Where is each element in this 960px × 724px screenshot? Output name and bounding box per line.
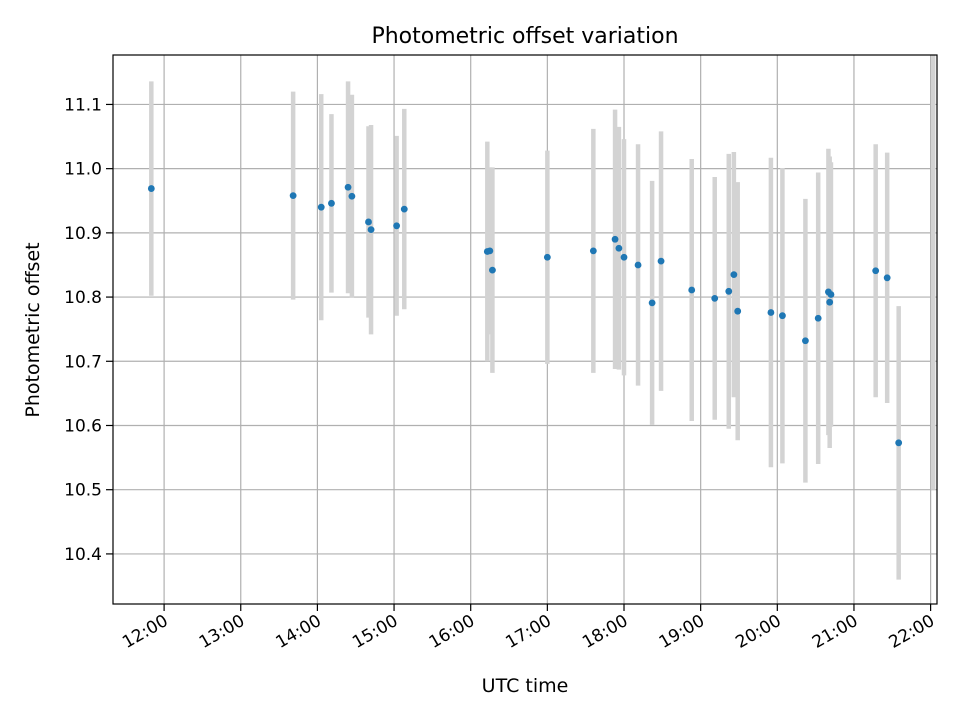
y-tick-label: 10.6 xyxy=(64,416,102,436)
data-point xyxy=(872,267,880,275)
data-point xyxy=(486,247,494,255)
data-point xyxy=(611,235,619,243)
data-point xyxy=(895,439,903,447)
y-tick-layer: 10.4 10.5 10.6 10.7 10.8 10.9 11.0 11.1 xyxy=(64,95,113,565)
data-point xyxy=(289,192,297,200)
data-point xyxy=(393,222,401,230)
y-tick-label: 11.1 xyxy=(64,95,102,115)
data-point xyxy=(688,286,696,294)
x-axis-label: UTC time xyxy=(482,675,569,697)
data-point xyxy=(400,205,408,213)
data-point xyxy=(543,253,551,261)
data-point xyxy=(348,192,356,200)
y-tick-label: 10.4 xyxy=(64,545,102,565)
point-layer xyxy=(147,183,903,447)
data-point xyxy=(648,299,656,307)
data-point xyxy=(734,307,742,315)
data-point xyxy=(367,226,375,234)
y-tick-label: 11.0 xyxy=(64,160,102,180)
y-tick-label: 10.7 xyxy=(64,352,102,372)
y-tick-label: 10.9 xyxy=(64,224,102,244)
data-point xyxy=(489,266,496,274)
data-point xyxy=(730,271,738,278)
data-point xyxy=(802,337,809,345)
data-point xyxy=(711,294,719,302)
y-axis-label: Photometric offset xyxy=(22,242,44,417)
grid-layer xyxy=(113,55,937,604)
data-point xyxy=(883,274,891,282)
data-point xyxy=(779,312,786,320)
data-point xyxy=(826,298,834,306)
data-point xyxy=(615,244,623,252)
data-point xyxy=(767,309,775,316)
data-point xyxy=(589,247,597,255)
data-point xyxy=(725,287,733,295)
data-point xyxy=(344,183,352,191)
data-point xyxy=(657,257,665,265)
chart-title: Photometric offset variation xyxy=(371,24,678,49)
plot-frame xyxy=(112,54,938,605)
data-point xyxy=(634,261,642,269)
y-tick-label: 10.8 xyxy=(64,288,102,308)
data-point xyxy=(147,185,155,192)
data-point xyxy=(827,291,835,298)
data-point xyxy=(620,253,628,261)
data-point xyxy=(317,203,325,211)
data-point xyxy=(365,218,372,226)
data-point xyxy=(328,199,335,207)
y-tick-label: 10.5 xyxy=(64,481,102,501)
data-point xyxy=(814,314,822,322)
